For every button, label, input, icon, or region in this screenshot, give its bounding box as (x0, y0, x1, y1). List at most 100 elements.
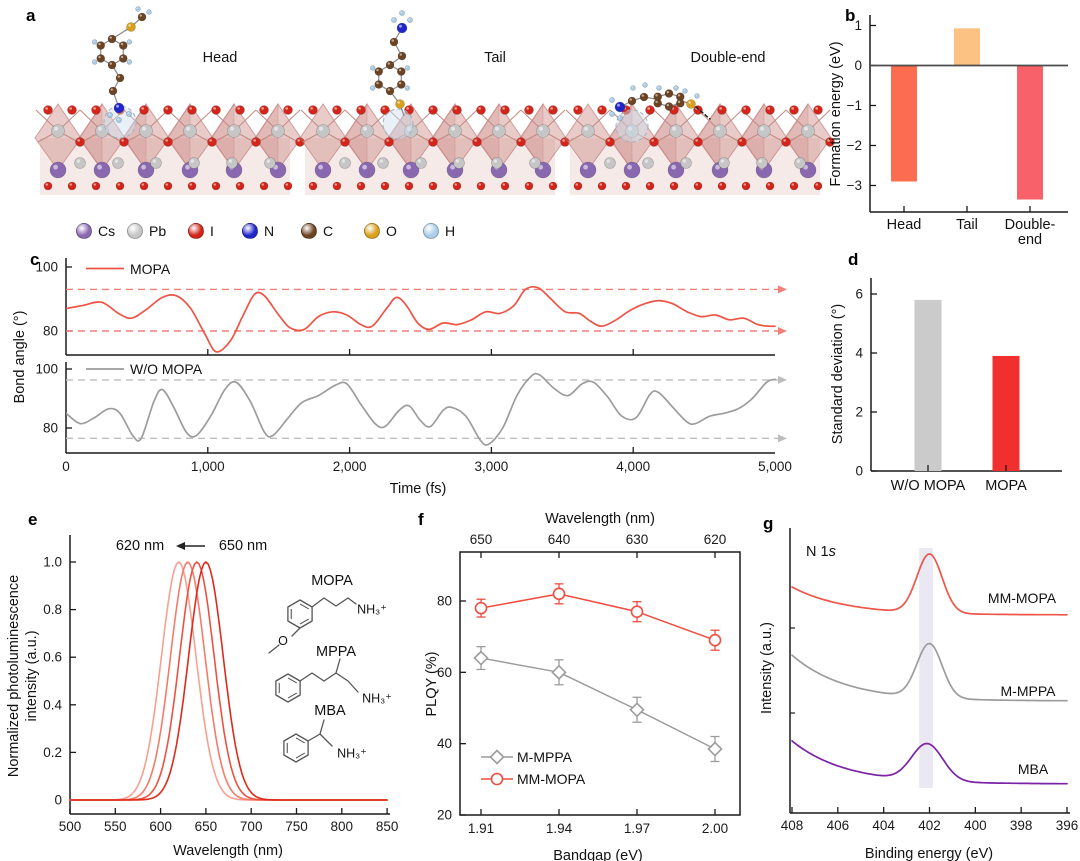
benzene-double-bond (295, 737, 306, 744)
d-y-tick-label: 0 (855, 464, 863, 479)
pb-atom-highlight (363, 126, 367, 131)
pb-atom (360, 124, 374, 138)
i-atom (649, 137, 659, 147)
f-marker-circle (630, 605, 644, 618)
pb-atom (74, 157, 86, 169)
h-atom (126, 111, 132, 117)
i-atom-highlight (253, 139, 256, 142)
pb-atom-highlight (76, 159, 80, 163)
i-atom-highlight (382, 107, 385, 110)
i-atom (452, 181, 462, 191)
element-legend-label: N (264, 223, 275, 239)
arrowhead-icon (778, 375, 787, 384)
c-atom-highlight (387, 62, 390, 65)
i-atom-highlight (213, 107, 216, 110)
h-atom (91, 39, 98, 45)
i-atom (717, 105, 727, 115)
e-annotation-650nm: 650 nm (218, 538, 268, 554)
i-atom-highlight (430, 107, 433, 110)
h-atom (369, 65, 376, 71)
pb-atom (415, 157, 427, 169)
mppa-chain-bond (299, 672, 359, 693)
cs-atom (314, 161, 332, 179)
i-atom-highlight (815, 183, 818, 186)
i-atom-highlight (237, 183, 240, 186)
h-atom (107, 112, 113, 118)
e-x-tick-label: 850 (376, 819, 399, 834)
i-sphere-icon (188, 223, 204, 239)
f-series-line (636, 709, 716, 750)
i-atom (332, 105, 342, 115)
arrowhead-icon (778, 285, 787, 294)
c-atom-highlight (98, 42, 101, 46)
f-series-line (480, 593, 560, 609)
i-atom (789, 105, 799, 115)
h-atom-highlight (371, 66, 373, 68)
cs-atom-highlight (97, 164, 102, 170)
i-atom-highlight (430, 183, 433, 186)
h-atom-highlight (405, 86, 408, 88)
i-atom (573, 105, 583, 115)
h-atom-highlight (371, 86, 373, 88)
cs-atom-highlight (362, 164, 367, 170)
panel-label-b: b (845, 6, 856, 25)
c-atom-highlight (120, 55, 124, 59)
o-atom (395, 99, 405, 109)
i-atom (813, 181, 823, 191)
i-atom (356, 181, 366, 191)
i-atom (251, 137, 261, 147)
pb-atom (581, 124, 595, 138)
c-atom-highlight (398, 68, 402, 72)
e-x-tick-label: 600 (149, 819, 172, 834)
c-y-tick-label: 100 (35, 260, 58, 275)
h-atom (399, 10, 405, 16)
o-atom (126, 22, 136, 32)
pb-atom-highlight (628, 126, 632, 131)
i-atom (476, 105, 486, 115)
e-pl-curve-650nm (69, 561, 388, 801)
h-atom (407, 17, 413, 23)
h-atom-highlight (408, 18, 410, 20)
g-x-tick-label: 404 (872, 818, 895, 833)
e-y-tick-label: 0.4 (43, 697, 62, 712)
i-atom (235, 105, 245, 115)
c-atom-highlight (655, 100, 658, 104)
pb-atom-highlight (54, 126, 58, 131)
b-y-axis-title: Formation energy (eV) (828, 41, 844, 187)
i-atom-highlight (454, 183, 457, 186)
i-atom-highlight (767, 107, 771, 110)
i-atom-highlight (358, 107, 361, 110)
b-y-tick-label: −1 (847, 98, 862, 113)
h-atom (630, 85, 636, 91)
e-y-tick-label: 0 (54, 793, 62, 808)
c-x-tick-label: 4,000 (616, 459, 650, 474)
pb-atom-highlight (531, 159, 535, 163)
c-atom-highlight (109, 36, 113, 39)
pb-atom-highlight (493, 159, 497, 163)
pb-atom-highlight (606, 159, 610, 163)
c-atom-highlight (109, 62, 113, 65)
f-series-line (558, 593, 638, 613)
i-atom (211, 105, 221, 115)
h-atom-highlight (610, 112, 612, 114)
i-atom (283, 181, 293, 191)
i-atom (645, 105, 655, 115)
f-y-tick-label: 20 (437, 808, 452, 823)
c-sphere-icon (301, 223, 317, 239)
c-atom-highlight (139, 14, 142, 17)
pb-atom-highlight (274, 126, 278, 131)
h-atom-highlight (695, 94, 698, 96)
d-y-tick-label: 4 (855, 346, 863, 361)
structure-title-double-end: Double-end (690, 50, 766, 66)
f-legend-circle-icon (490, 772, 504, 786)
h-atom (116, 117, 122, 123)
i-atom-highlight (406, 107, 409, 110)
i-atom (43, 181, 53, 191)
i-atom-highlight (743, 107, 747, 110)
pb-atom-highlight (114, 159, 118, 163)
i-atom (283, 105, 293, 115)
c-atom-highlight (376, 81, 379, 85)
pb-atom (529, 157, 541, 169)
c-atom-highlight (666, 103, 669, 107)
